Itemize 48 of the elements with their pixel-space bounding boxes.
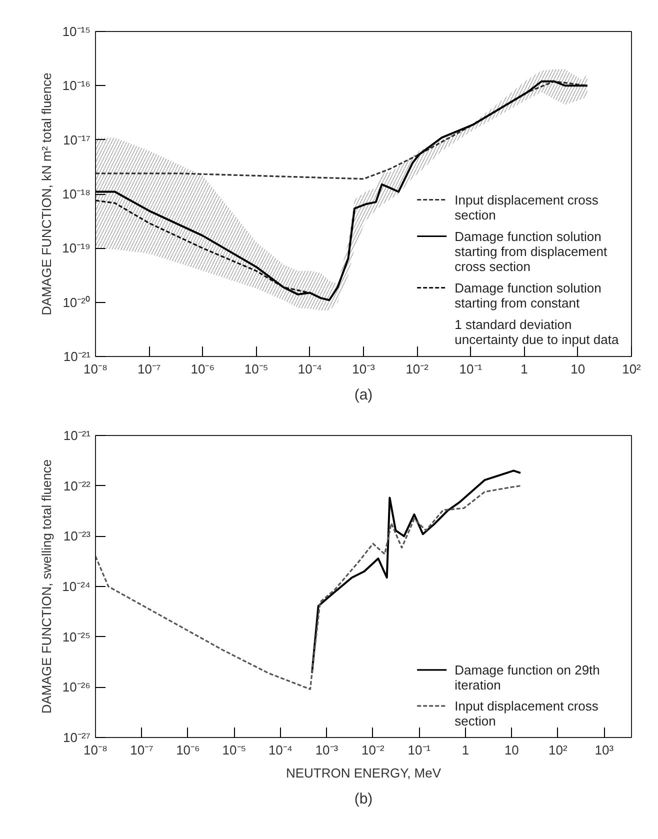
x-tick-label: 10⁻⁴ — [298, 362, 322, 376]
x-tick-label: 10⁻² — [406, 362, 430, 376]
y-tick-label: 10⁻¹⁸ — [62, 186, 91, 202]
annotation: 1 standard deviation uncertainty due to input data — [454, 316, 620, 347]
x-tick-label: 10 — [570, 362, 586, 376]
text: (b) — [354, 790, 373, 808]
y-tick-label: 10⁻¹⁶ — [62, 78, 90, 94]
x-tick-label: 10² — [622, 362, 642, 376]
x-tick-label: 10⁻⁵ — [244, 362, 268, 376]
legend-label: Damage function solution starting from displacement cross section — [454, 228, 608, 274]
y-tick-label: 10⁻²⁵ — [62, 629, 91, 644]
x-tick-label: 10⁻⁶ — [176, 742, 200, 758]
x-tick-label: 1 — [462, 742, 470, 758]
y-tick-label: 10⁻²¹ — [63, 428, 92, 443]
y-tick-label: 10⁻¹⁷ — [63, 132, 91, 148]
y-tick-label: 10⁻²³ — [63, 528, 92, 544]
x-tick-label: 10 — [504, 742, 519, 758]
x-tick-label: 10⁻² — [362, 742, 386, 758]
x-tick-label: 10⁻⁸ — [84, 362, 108, 376]
legend-label: Damage function solution starting from constant — [454, 280, 602, 310]
x-tick-label: 10⁻¹ — [459, 362, 483, 376]
y-axis-title: DAMAGE FUNCTION, swelling total fluence — [39, 459, 54, 714]
y-tick-label: 10⁻²⁴ — [62, 579, 90, 594]
legend-label: Damage function on 29th iteration — [454, 662, 600, 692]
y-tick-label: 10⁻²⁶ — [62, 680, 90, 695]
text: (a) — [354, 386, 373, 404]
y-tick-label: 10⁻¹⁹ — [62, 240, 91, 256]
x-tick-label: 10⁻³ — [315, 742, 339, 758]
legend-label: Input displacement cross section — [454, 698, 599, 728]
x-tick-label: 10³ — [594, 742, 614, 758]
x-tick-label: 10⁻¹ — [408, 742, 432, 758]
y-tick-label: 10⁻²⁰ — [62, 294, 91, 310]
legend-label: Input displacement cross section — [454, 192, 599, 222]
x-tick-label: 10⁻⁵ — [222, 742, 246, 758]
x-tick-label: 10⁻⁷ — [130, 742, 154, 758]
x-tick-label: 10⁻⁸ — [84, 742, 108, 758]
y-tick-label: 10⁻¹⁵ — [62, 24, 91, 39]
x-tick-label: 10⁻⁶ — [190, 362, 215, 376]
x-tick-label: 10⁻³ — [352, 362, 376, 376]
x-tick-label: 10² — [548, 742, 568, 758]
x-tick-label: 1 — [520, 362, 528, 376]
y-tick-label: 10⁻²⁷ — [63, 730, 91, 745]
y-tick-label: 10⁻²² — [63, 478, 92, 494]
x-tick-label: 10⁻⁴ — [268, 742, 292, 758]
y-tick-label: 10⁻²¹ — [63, 349, 92, 364]
y-axis-title: DAMAGE FUNCTION, kN m² total fluence — [39, 72, 54, 316]
x-tick-label: 10⁻⁷ — [138, 362, 161, 376]
x-axis-title: NEUTRON ENERGY, MeV — [286, 766, 442, 780]
